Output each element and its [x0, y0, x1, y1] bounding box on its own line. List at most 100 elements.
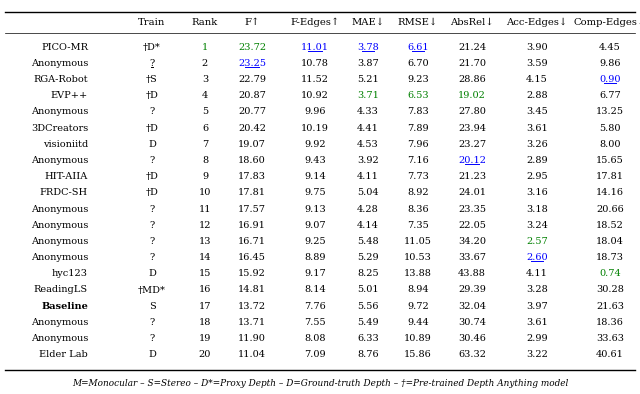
Text: 2.60: 2.60 [526, 253, 548, 262]
Text: ?: ? [149, 237, 155, 246]
Text: 20.77: 20.77 [238, 107, 266, 116]
Text: Train: Train [138, 17, 166, 26]
Text: 3.45: 3.45 [526, 107, 548, 116]
Text: 4.41: 4.41 [357, 123, 379, 132]
Text: 13.25: 13.25 [596, 107, 624, 116]
Text: 15.92: 15.92 [238, 269, 266, 278]
Text: 3.61: 3.61 [526, 318, 548, 327]
Text: 3.87: 3.87 [357, 59, 379, 68]
Text: 21.24: 21.24 [458, 43, 486, 52]
Text: 17.81: 17.81 [596, 172, 624, 181]
Text: 11.01: 11.01 [301, 43, 329, 52]
Text: 20.42: 20.42 [238, 123, 266, 132]
Text: 19: 19 [199, 334, 211, 343]
Text: 28.86: 28.86 [458, 75, 486, 84]
Text: 7.76: 7.76 [304, 302, 326, 311]
Text: 10.92: 10.92 [301, 91, 329, 100]
Text: 30.74: 30.74 [458, 318, 486, 327]
Text: 17.57: 17.57 [238, 204, 266, 214]
Text: 33.67: 33.67 [458, 253, 486, 262]
Text: 29.39: 29.39 [458, 286, 486, 294]
Text: 15.65: 15.65 [596, 156, 624, 165]
Text: 6.61: 6.61 [407, 43, 429, 52]
Text: †MD*: †MD* [138, 286, 166, 294]
Text: 11.52: 11.52 [301, 75, 329, 84]
Text: †D*: †D* [143, 43, 161, 52]
Text: 3.92: 3.92 [357, 156, 379, 165]
Text: 3.61: 3.61 [526, 123, 548, 132]
Text: 8.76: 8.76 [357, 350, 379, 359]
Text: 21.23: 21.23 [458, 172, 486, 181]
Text: ?: ? [149, 318, 155, 327]
Text: 9.86: 9.86 [599, 59, 621, 68]
Text: 14.16: 14.16 [596, 188, 624, 197]
Text: 9.43: 9.43 [304, 156, 326, 165]
Text: 9.44: 9.44 [407, 318, 429, 327]
Text: 7.89: 7.89 [407, 123, 429, 132]
Text: 33.63: 33.63 [596, 334, 624, 343]
Text: 8.08: 8.08 [304, 334, 326, 343]
Text: ?: ? [149, 253, 155, 262]
Text: 10: 10 [199, 188, 211, 197]
Text: 18: 18 [199, 318, 211, 327]
Text: 3: 3 [202, 75, 208, 84]
Text: 3.97: 3.97 [526, 302, 548, 311]
Text: 10.53: 10.53 [404, 253, 432, 262]
Text: 11.90: 11.90 [238, 334, 266, 343]
Text: 10.89: 10.89 [404, 334, 432, 343]
Text: 8.36: 8.36 [407, 204, 429, 214]
Text: S: S [148, 302, 156, 311]
Text: 7.83: 7.83 [407, 107, 429, 116]
Text: Rank: Rank [192, 17, 218, 26]
Text: 4: 4 [202, 91, 208, 100]
Text: 2.99: 2.99 [526, 334, 548, 343]
Text: 20: 20 [199, 350, 211, 359]
Text: 15: 15 [199, 269, 211, 278]
Text: 6.53: 6.53 [407, 91, 429, 100]
Text: 30.46: 30.46 [458, 334, 486, 343]
Text: 32.04: 32.04 [458, 302, 486, 311]
Text: 2.57: 2.57 [526, 237, 548, 246]
Text: Anonymous: Anonymous [31, 318, 88, 327]
Text: †D: †D [145, 91, 159, 100]
Text: 9.23: 9.23 [407, 75, 429, 84]
Text: 14: 14 [199, 253, 211, 262]
Text: HIT-AIIA: HIT-AIIA [45, 172, 88, 181]
Text: 16: 16 [199, 286, 211, 294]
Text: ?: ? [149, 221, 155, 230]
Text: 7.55: 7.55 [304, 318, 326, 327]
Text: 4.15: 4.15 [526, 75, 548, 84]
Text: 3.18: 3.18 [526, 204, 548, 214]
Text: 2.89: 2.89 [526, 156, 548, 165]
Text: 3.90: 3.90 [526, 43, 548, 52]
Text: 5.04: 5.04 [357, 188, 379, 197]
Text: hyc123: hyc123 [52, 269, 88, 278]
Text: 8.00: 8.00 [599, 140, 621, 149]
Text: 5.48: 5.48 [357, 237, 379, 246]
Text: D: D [148, 269, 156, 278]
Text: 3.16: 3.16 [526, 188, 548, 197]
Text: 2.88: 2.88 [526, 91, 548, 100]
Text: 5.29: 5.29 [357, 253, 379, 262]
Text: 13.88: 13.88 [404, 269, 432, 278]
Text: ?: ? [149, 156, 155, 165]
Text: 11: 11 [199, 204, 211, 214]
Text: 0.90: 0.90 [599, 75, 621, 84]
Text: 3.24: 3.24 [526, 221, 548, 230]
Text: 20.66: 20.66 [596, 204, 624, 214]
Text: 6: 6 [202, 123, 208, 132]
Text: 10.19: 10.19 [301, 123, 329, 132]
Text: 7.09: 7.09 [304, 350, 326, 359]
Text: 14.81: 14.81 [238, 286, 266, 294]
Text: 6.33: 6.33 [357, 334, 379, 343]
Text: 4.14: 4.14 [357, 221, 379, 230]
Text: 16.71: 16.71 [238, 237, 266, 246]
Text: 4.33: 4.33 [357, 107, 379, 116]
Text: 2.95: 2.95 [526, 172, 548, 181]
Text: Comp-Edges↓: Comp-Edges↓ [574, 17, 640, 27]
Text: RGA-Robot: RGA-Robot [33, 75, 88, 84]
Text: 4.45: 4.45 [599, 43, 621, 52]
Text: Anonymous: Anonymous [31, 204, 88, 214]
Text: 7.35: 7.35 [407, 221, 429, 230]
Text: 7: 7 [202, 140, 208, 149]
